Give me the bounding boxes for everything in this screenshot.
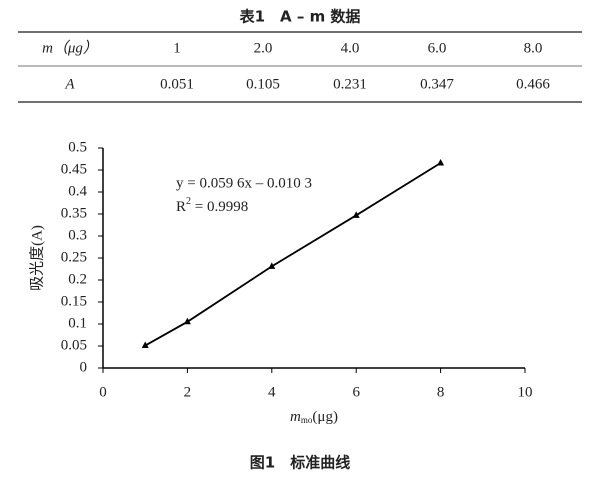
caption: 图1 标准曲线 bbox=[250, 454, 350, 472]
point-marker bbox=[268, 262, 276, 269]
y-tick-label: 0.3 bbox=[68, 227, 87, 243]
y-tick-label: 0.1 bbox=[68, 315, 87, 331]
r2-sup: 2 bbox=[186, 196, 191, 207]
x-label-unit: (μg) bbox=[312, 409, 338, 425]
point-marker bbox=[437, 158, 445, 166]
y-tick-label: 0 bbox=[80, 359, 88, 375]
table-cell: 0.105 bbox=[246, 76, 280, 92]
table-header-cell: 1 bbox=[173, 40, 181, 56]
equation: y = 0.059 6x – 0.010 3 bbox=[176, 175, 312, 191]
x-tick-label: 2 bbox=[184, 384, 192, 400]
y-tick-label: 0.45 bbox=[61, 161, 87, 177]
point-marker bbox=[141, 341, 149, 349]
x-tick-label: 8 bbox=[437, 384, 445, 400]
x-tick-label: 6 bbox=[352, 384, 360, 400]
table-cell: 0.466 bbox=[516, 76, 550, 92]
y-tick-label: 0.35 bbox=[61, 205, 87, 221]
table-title: 表1 A – m 数据 bbox=[240, 8, 361, 26]
r-squared: R2 = 0.9998 bbox=[176, 196, 248, 215]
x-tick-label: 0 bbox=[99, 384, 107, 400]
x-axis-label: mmo(μg) bbox=[290, 409, 338, 425]
table-header-cell: 8.0 bbox=[524, 40, 543, 56]
table-header-cell: 6.0 bbox=[428, 40, 447, 56]
table-header-cell: 4.0 bbox=[341, 40, 360, 56]
y-tick-label: 0.5 bbox=[68, 139, 87, 155]
x-tick-label: 10 bbox=[518, 384, 533, 400]
y-tick-label: 0.25 bbox=[61, 249, 87, 265]
point-marker bbox=[183, 317, 191, 325]
y-tick-label: 0.15 bbox=[61, 293, 87, 309]
y-tick-label: 0.4 bbox=[68, 183, 87, 199]
y-tick-label: 0.2 bbox=[68, 271, 87, 287]
point-marker bbox=[352, 211, 360, 218]
table-cell: 0.231 bbox=[333, 76, 367, 92]
y-tick-label: 0.05 bbox=[61, 337, 87, 353]
table-cell: 0.347 bbox=[420, 76, 454, 92]
table-header-cell: m（μg） bbox=[42, 39, 98, 56]
r2-value: = 0.9998 bbox=[191, 199, 248, 215]
table-cell: 0.051 bbox=[160, 76, 194, 92]
x-label-sub: mo bbox=[301, 415, 313, 425]
x-label-main: m bbox=[290, 409, 301, 425]
y-axis-label: 吸光度(A) bbox=[28, 225, 45, 291]
r2-label: R bbox=[176, 199, 186, 215]
table-header-cell: 2.0 bbox=[254, 40, 273, 56]
table-cell: A bbox=[64, 76, 75, 92]
x-tick-label: 4 bbox=[268, 384, 276, 400]
